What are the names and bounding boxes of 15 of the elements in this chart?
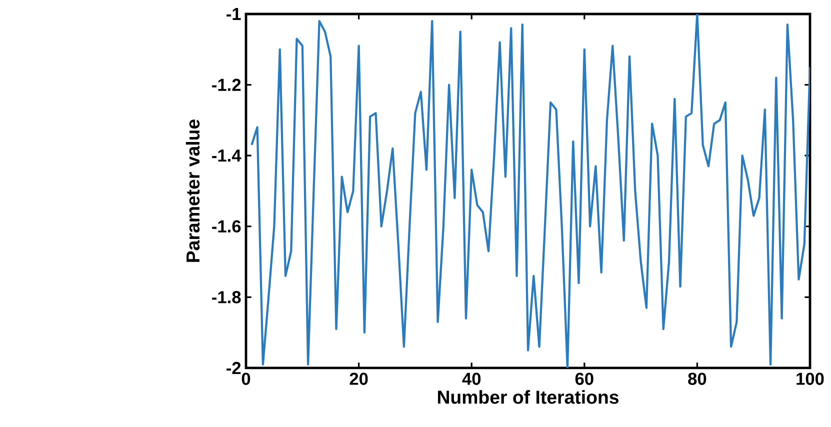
x-tick-label: 0 xyxy=(242,372,250,385)
line-series xyxy=(250,14,810,368)
y-tick-label: -2 xyxy=(226,362,241,374)
y-tick-label: -1.6 xyxy=(212,220,241,233)
y-tick-label: -1 xyxy=(226,8,241,20)
x-tick-label: 60 xyxy=(575,372,594,385)
x-tick-label: 80 xyxy=(688,372,706,385)
x-tick-label: 40 xyxy=(462,372,481,385)
x-tick-label: 100 xyxy=(796,372,824,385)
y-axis-title: Parameter value xyxy=(186,120,200,262)
x-axis-title: Number of Iterations xyxy=(438,390,618,404)
x-tick-label: 20 xyxy=(350,372,368,385)
y-tick-label: -1.4 xyxy=(212,150,242,162)
y-tick-label: -1.2 xyxy=(212,78,241,91)
y-tick-label: -1.8 xyxy=(212,291,241,304)
